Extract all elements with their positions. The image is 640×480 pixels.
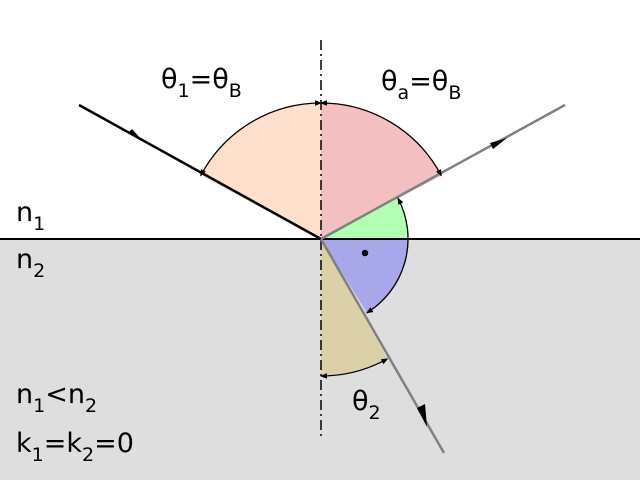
index-inequality-label: n1<n2 [16, 379, 97, 417]
n2-label: n2 [16, 244, 45, 282]
reflected-ray [320, 103, 566, 241]
refracted-arrow-icon [417, 404, 427, 427]
reflected-arrow-icon [490, 138, 507, 149]
reflection-angle-arc-icon [319, 100, 442, 177]
transmission-angle-arc-icon [319, 358, 389, 379]
theta1-label: θ1=θB [161, 64, 242, 102]
extinction-label: k1=k2=0 [16, 428, 134, 466]
incident-ray [78, 103, 322, 241]
theta2-label: θ2 [352, 386, 381, 424]
right-angle-dot-icon [361, 249, 369, 257]
incidence-angle-arc-icon [200, 100, 323, 177]
transmission-angle-sector [321, 239, 388, 376]
right-angle-arc-icon [366, 197, 409, 314]
incident-arrow-icon [128, 129, 141, 139]
n1-label: n1 [16, 197, 45, 235]
thetaA-label: θa=θB [381, 66, 461, 104]
